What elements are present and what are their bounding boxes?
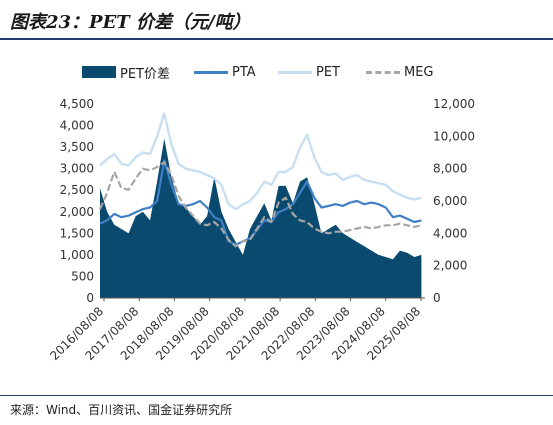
series-line-meg xyxy=(98,161,422,248)
right-tick-label: 4,000 xyxy=(433,226,467,240)
series-area-pet-spread xyxy=(100,138,422,298)
legend-label-pet: PET xyxy=(316,64,340,80)
right-tick-label: 10,000 xyxy=(433,129,475,143)
source-note: 来源：Wind、百川资讯、国金证券研究所 xyxy=(10,403,233,417)
left-tick-label: 1,500 xyxy=(60,226,94,240)
chart-title: 图表23：PET 价差（元/吨） xyxy=(10,12,251,33)
legend-item-meg: MEG xyxy=(366,62,434,82)
left-tick-label: 2,000 xyxy=(60,205,94,219)
series-line-pta xyxy=(99,159,422,246)
legend-swatch-meg xyxy=(366,70,400,74)
left-tick-label: 3,500 xyxy=(60,140,94,154)
right-tick-label: 8,000 xyxy=(433,162,467,176)
legend-item-pet-spread: PET价差 xyxy=(82,62,170,82)
legend-swatch-pet xyxy=(278,70,312,74)
chart-legend: PET价差 PTA PET MEG xyxy=(82,62,502,82)
source-divider xyxy=(0,395,553,396)
title-divider xyxy=(0,38,553,40)
title-bar: 图表23：PET 价差（元/吨） xyxy=(0,0,553,40)
chart-plot: 0 500 1,000 1,500 2,000 2,500 3,000 3,500 4,000 4… xyxy=(47,97,475,363)
left-tick-label: 4,000 xyxy=(60,119,94,133)
right-tick-label: 6,000 xyxy=(433,194,467,208)
right-tick-label: 0 xyxy=(433,291,441,305)
legend-item-pta: PTA xyxy=(194,62,256,82)
left-tick-label: 2,500 xyxy=(60,183,94,197)
legend-swatch-pet-spread xyxy=(82,66,116,78)
left-tick-label: 3,000 xyxy=(60,162,94,176)
legend-label-pta: PTA xyxy=(232,64,256,80)
legend-label-pet-spread: PET价差 xyxy=(120,66,170,82)
legend-label-meg: MEG xyxy=(404,64,434,80)
left-tick-label: 0 xyxy=(86,291,94,305)
legend-swatch-pta xyxy=(194,70,228,74)
right-tick-label: 12,000 xyxy=(433,97,475,111)
series-line-pet xyxy=(99,112,422,211)
left-tick-label: 4,500 xyxy=(60,97,94,111)
legend-item-pet: PET xyxy=(278,62,340,82)
left-tick-label: 500 xyxy=(71,269,94,283)
right-tick-label: 2,000 xyxy=(433,259,467,273)
left-tick-label: 1,000 xyxy=(60,248,94,262)
